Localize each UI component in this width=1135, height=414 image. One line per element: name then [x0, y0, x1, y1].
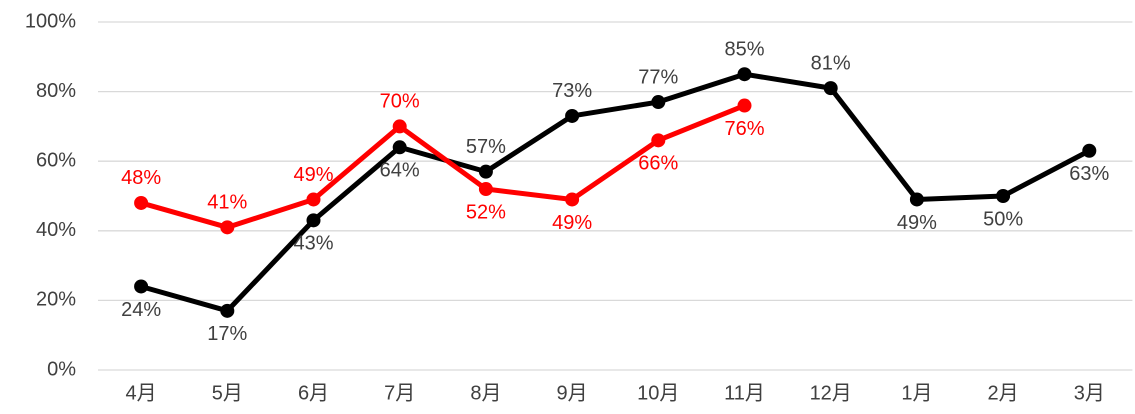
y-tick-label: 80%: [36, 80, 76, 102]
point: [134, 195, 149, 210]
y-tick-label: 40%: [36, 219, 76, 241]
x-tick-label: 10月: [637, 382, 679, 404]
point: [134, 279, 149, 294]
point: [737, 67, 752, 82]
point: [651, 95, 666, 110]
point: [478, 182, 493, 197]
data-label: 73%: [552, 80, 592, 102]
y-tick-label: 0%: [47, 358, 76, 380]
data-label: 57%: [466, 136, 506, 158]
point: [823, 81, 838, 96]
x-tick-label: 9月: [557, 382, 588, 404]
data-label: 41%: [207, 192, 247, 214]
x-tick-label: 7月: [384, 382, 415, 404]
point: [306, 213, 321, 228]
x-tick-label: 2月: [988, 382, 1019, 404]
data-label: 81%: [811, 52, 851, 74]
y-tick-label: 100%: [25, 10, 76, 32]
data-label: 17%: [207, 323, 247, 345]
point: [220, 220, 235, 235]
y-tick-label: 20%: [36, 289, 76, 311]
point: [651, 133, 666, 148]
data-label: 49%: [293, 164, 333, 186]
data-label: 43%: [293, 233, 333, 255]
x-tick-label: 4月: [126, 382, 157, 404]
x-tick-label: 1月: [901, 382, 932, 404]
point: [565, 108, 580, 123]
point: [478, 164, 493, 179]
point: [392, 119, 407, 134]
data-label: 66%: [638, 153, 678, 175]
y-tick-label: 60%: [36, 149, 76, 171]
point: [737, 98, 752, 113]
data-label: 76%: [724, 118, 764, 140]
point: [306, 192, 321, 207]
point: [220, 303, 235, 318]
data-label: 77%: [638, 66, 678, 88]
data-label: 85%: [724, 38, 764, 60]
x-tick-label: 6月: [298, 382, 329, 404]
series-line: [140, 71, 1091, 314]
data-label: 49%: [897, 212, 937, 234]
point: [1082, 143, 1097, 158]
x-tick-label: 5月: [212, 382, 243, 404]
data-label: 24%: [121, 299, 161, 321]
x-tick-label: 8月: [470, 382, 501, 404]
point: [909, 192, 924, 207]
x-tick-label: 11月: [724, 382, 765, 404]
point: [392, 140, 407, 155]
data-label: 64%: [380, 160, 420, 182]
x-tick-label: 12月: [810, 382, 852, 404]
x-tick-label: 3月: [1074, 382, 1105, 404]
data-label: 63%: [1069, 163, 1109, 185]
data-label: 70%: [380, 91, 420, 113]
data-label: 50%: [983, 208, 1023, 230]
series-line: [140, 103, 746, 230]
data-label: 48%: [121, 167, 161, 189]
point: [565, 192, 580, 207]
data-label: 52%: [466, 201, 506, 223]
point: [996, 189, 1011, 203]
data-label: 49%: [552, 212, 592, 234]
